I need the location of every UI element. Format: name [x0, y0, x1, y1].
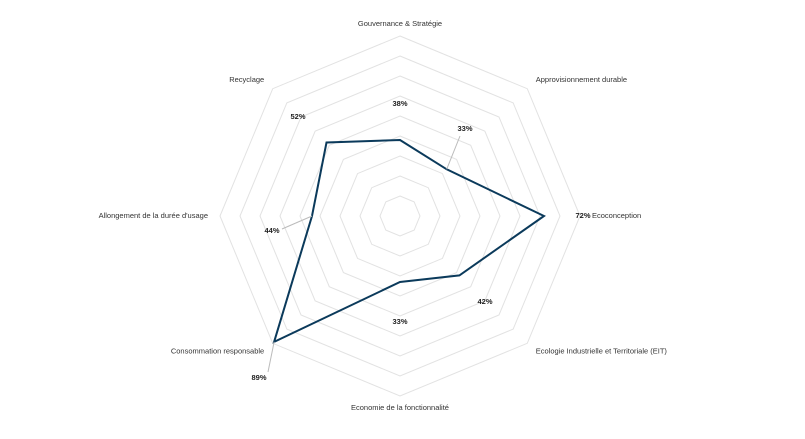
grid-ring	[219, 35, 581, 397]
category-label: Ecoconception	[592, 211, 641, 220]
value-label: 44%	[264, 226, 279, 235]
grid-ring	[259, 75, 541, 357]
category-label: Approvisionnement durable	[536, 75, 627, 84]
value-label: 72%	[575, 211, 590, 220]
category-label: Gouvernance & Stratégie	[358, 19, 442, 28]
value-label: 52%	[290, 112, 305, 121]
grid-ring	[319, 135, 481, 297]
leader-line	[267, 341, 275, 373]
category-label: Allongement de la durée d'usage	[99, 211, 208, 220]
radar-line	[272, 138, 546, 344]
grid-ring	[359, 175, 441, 257]
grid-ring	[379, 195, 421, 237]
leader-line	[446, 135, 461, 170]
grid-ring	[279, 95, 521, 337]
value-label: 33%	[457, 124, 472, 133]
leader-line	[281, 215, 313, 230]
category-label: Recyclage	[229, 75, 264, 84]
category-label: Consommation responsable	[171, 347, 264, 356]
grid-ring	[239, 55, 561, 377]
value-label: 33%	[392, 317, 407, 326]
grid-ring	[339, 155, 461, 277]
category-label: Economie de la fonctionnalité	[351, 403, 449, 412]
category-label: Ecologie Industrielle et Territoriale (E…	[536, 347, 668, 356]
value-label: 42%	[477, 297, 492, 306]
value-label: 89%	[251, 373, 266, 382]
grid-ring	[299, 115, 501, 317]
value-label: 38%	[392, 99, 407, 108]
